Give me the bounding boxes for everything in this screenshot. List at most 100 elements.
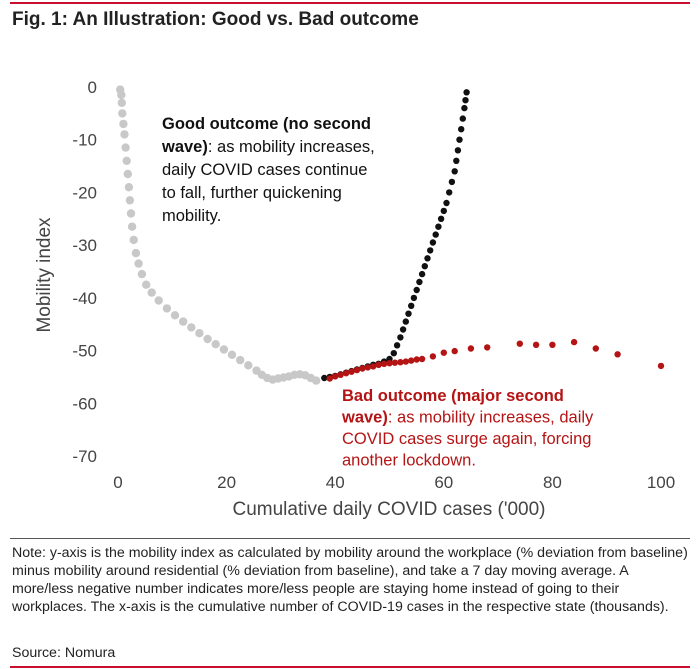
data-point-bad <box>467 345 475 352</box>
data-point-good <box>456 136 463 143</box>
data-point-good <box>424 255 431 262</box>
data-point-initial <box>121 143 130 152</box>
data-point-good <box>397 334 404 341</box>
data-point-good <box>448 178 456 186</box>
data-point-bad <box>337 371 344 378</box>
y-axis-title: Mobility index <box>34 217 55 333</box>
annotation-text: COVID cases surge again, forcing <box>342 430 591 448</box>
x-axis-title: Cumulative daily COVID cases ('000) <box>232 499 545 520</box>
data-point-good <box>443 199 450 207</box>
data-point-good <box>421 263 428 270</box>
data-point-bad <box>532 341 540 348</box>
data-point-good <box>405 310 412 317</box>
data-point-good <box>462 97 469 104</box>
data-point-bad <box>375 361 382 368</box>
data-point-bad <box>359 365 366 372</box>
data-point-bad <box>380 360 388 367</box>
data-point-good <box>453 157 460 164</box>
x-tick-label: 20 <box>217 473 236 492</box>
data-point-good <box>416 278 423 286</box>
data-point-good <box>393 342 401 349</box>
data-point-good <box>454 147 462 154</box>
data-point-good <box>408 302 415 309</box>
y-axis-title-group: Mobility index <box>34 217 55 333</box>
annotation-bad-outcome: Bad outcome (major second wave): as mobil… <box>341 387 594 470</box>
bottom-red-rule <box>10 666 690 668</box>
data-point-bad <box>326 375 333 382</box>
annotation-good-outcome: Good outcome (no second wave): as mobilit… <box>161 115 375 225</box>
annotation-bold-text: Good outcome (no second <box>162 115 371 133</box>
data-point-good <box>413 286 420 294</box>
series-initial <box>116 85 321 385</box>
data-point-bad <box>397 359 404 366</box>
figure-title: Fig. 1: An Illustration: Good vs. Bad ou… <box>12 9 419 30</box>
mobility-chart: Mobility index 0 -10 -20 -30 -40 -50 -60 -70 0 2… <box>34 78 675 520</box>
x-tick-label: 100 <box>647 473 675 492</box>
y-tick-label: -10 <box>72 131 97 150</box>
y-tick-label: -30 <box>72 236 97 255</box>
data-point-initial <box>179 317 188 326</box>
annotation-line: wave): as mobility increases, <box>161 138 375 156</box>
data-point-initial <box>170 311 180 320</box>
data-point-initial <box>134 259 143 268</box>
annotation-line: daily COVID cases continue <box>162 161 367 179</box>
data-point-good <box>432 231 439 238</box>
data-point-initial <box>117 90 126 100</box>
data-point-initial <box>147 288 156 297</box>
annotation-text: : as mobility increases, daily <box>388 409 594 427</box>
data-point-good <box>463 89 470 96</box>
data-point-bad <box>451 347 458 355</box>
annotation-line: Bad outcome (major second <box>342 387 564 405</box>
annotation-bold-text: Bad outcome (major second <box>342 387 564 405</box>
data-point-bad <box>570 338 578 346</box>
data-point-bad <box>342 370 350 377</box>
annotation-line: wave): as mobility increases, daily <box>341 409 594 427</box>
data-point-good <box>437 215 445 222</box>
data-point-bad <box>348 368 355 375</box>
annotation-line: Good outcome (no second <box>162 115 371 133</box>
annotation-line: mobility. <box>162 207 221 225</box>
data-point-good <box>440 207 447 215</box>
data-point-good <box>446 189 453 196</box>
data-point-initial <box>219 345 229 354</box>
data-point-initial <box>117 98 127 108</box>
data-point-bad <box>370 363 377 370</box>
annotation-text: to fall, further quickening <box>162 184 342 202</box>
data-point-good <box>429 239 437 246</box>
data-point-initial <box>124 183 134 192</box>
data-point-initial <box>236 355 245 365</box>
data-point-initial <box>119 119 128 129</box>
data-point-bad <box>614 351 621 358</box>
data-point-good <box>461 104 468 112</box>
data-point-good <box>458 126 465 133</box>
y-tick-label: -60 <box>72 394 97 413</box>
data-point-good <box>427 247 434 254</box>
x-tick-label: 80 <box>543 473 562 492</box>
annotation-line: COVID cases surge again, forcing <box>342 430 591 448</box>
data-point-good <box>418 270 426 278</box>
data-point-initial <box>131 248 141 258</box>
annotation-text: daily COVID cases continue <box>162 161 367 179</box>
data-point-bad <box>516 340 523 347</box>
x-tick-label: 0 <box>113 473 122 492</box>
data-point-bad <box>549 341 556 348</box>
data-point-good <box>399 326 407 333</box>
data-point-bad <box>391 359 399 366</box>
data-point-initial <box>162 304 172 313</box>
y-tick-labels: 0 -10 -20 -30 -40 -50 -60 -70 <box>72 78 97 466</box>
data-point-initial <box>154 296 163 305</box>
data-point-initial <box>142 280 151 289</box>
data-point-initial <box>126 209 136 218</box>
x-tick-label: 60 <box>434 473 453 492</box>
data-point-bad <box>386 360 393 367</box>
data-point-initial <box>244 361 253 370</box>
data-point-bad <box>484 344 491 351</box>
data-point-bad <box>332 373 339 380</box>
annotation-text: : as mobility increases, <box>208 138 375 156</box>
data-point-good <box>451 168 458 175</box>
data-point-bad <box>592 345 599 352</box>
data-point-initial <box>195 329 204 338</box>
data-point-good <box>321 374 328 382</box>
figure-source: Source: Nomura <box>12 645 116 661</box>
note-text: Note: y-axis is the mobility index as ca… <box>12 545 688 615</box>
